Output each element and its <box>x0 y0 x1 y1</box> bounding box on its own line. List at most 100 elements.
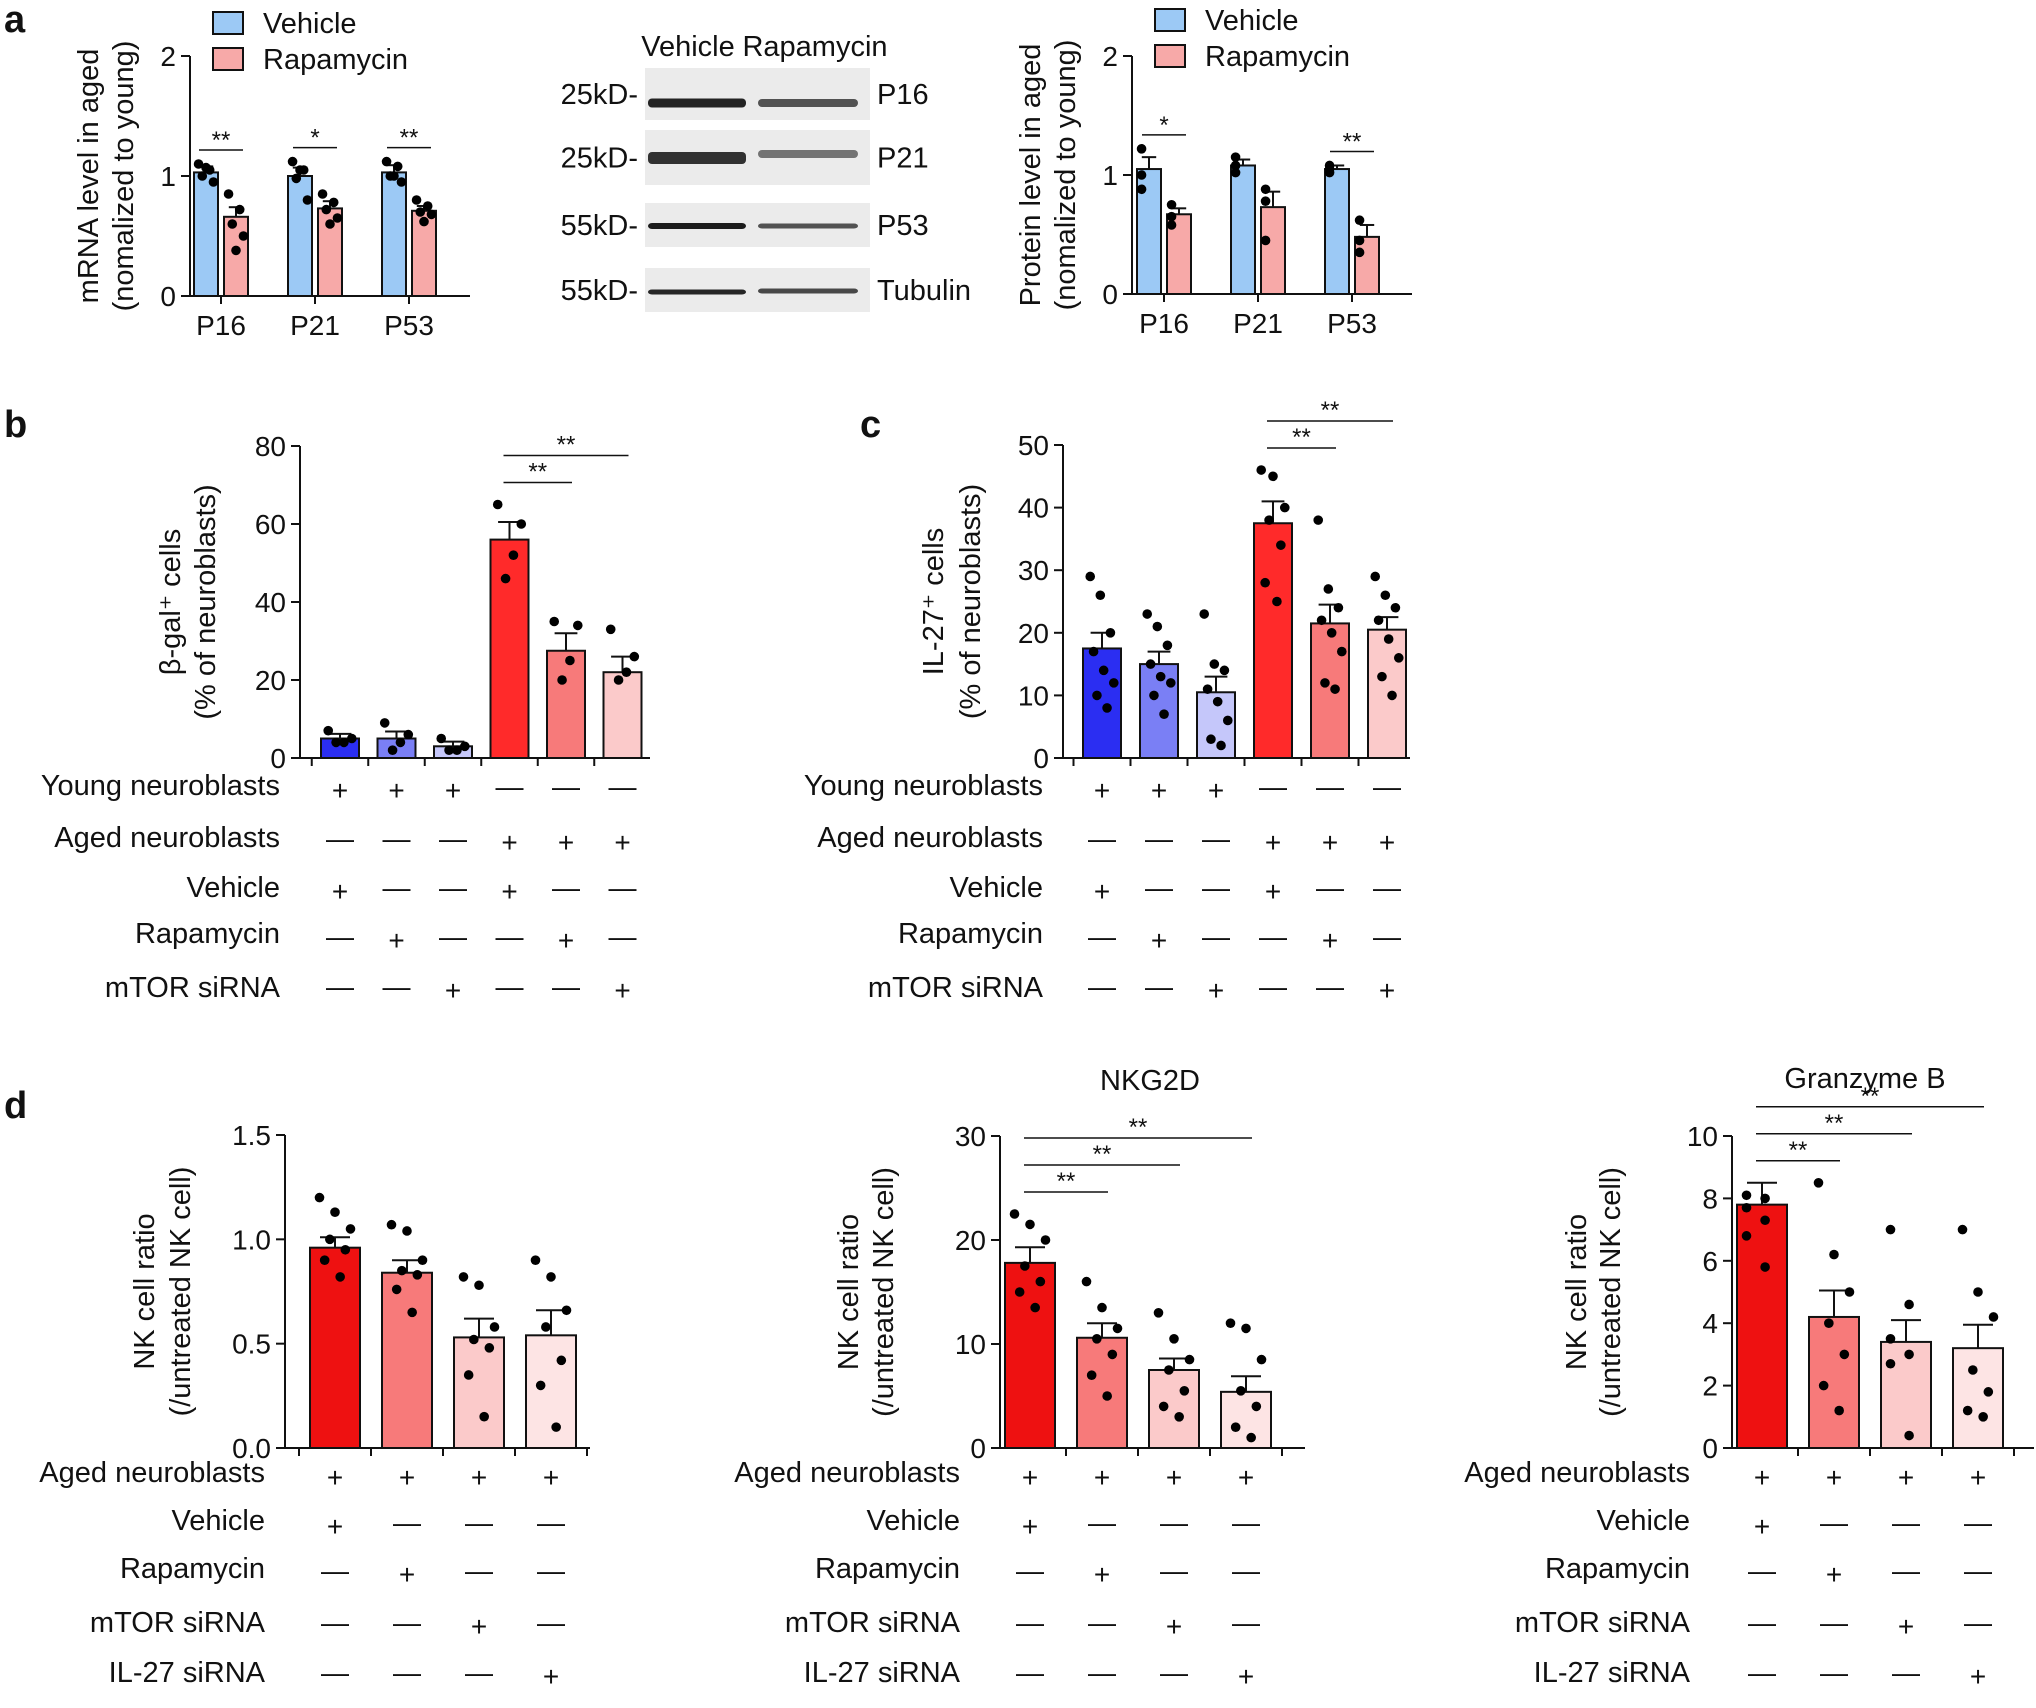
y-tick-label: 10 <box>1687 1121 1718 1152</box>
condition-mark: — <box>1232 1607 1260 1638</box>
bar-6 <box>602 671 643 760</box>
condition-mark: — <box>465 1507 493 1538</box>
y-tick-label: 6 <box>1702 1246 1718 1277</box>
condition-mark: — <box>383 872 411 903</box>
condition-label: mTOR siRNA <box>868 972 1044 1004</box>
y-tick-label: 1.5 <box>232 1120 271 1151</box>
data-point <box>340 1244 351 1255</box>
data-point <box>1219 665 1230 676</box>
data-point <box>1760 1215 1770 1226</box>
panel-letter-a: a <box>4 0 26 41</box>
data-point <box>402 1226 412 1236</box>
condition-label: Vehicle <box>1596 1505 1690 1537</box>
condition-mark: + <box>614 975 630 1006</box>
data-point <box>1225 1318 1236 1328</box>
significance-label: ** <box>1057 1168 1076 1195</box>
significance-label: * <box>310 125 319 152</box>
data-point <box>339 737 349 748</box>
data-point <box>415 207 426 217</box>
data-point <box>395 737 406 748</box>
data-point <box>1260 184 1271 195</box>
significance-label: ** <box>212 127 231 154</box>
y-tick-label: 0 <box>1702 1433 1718 1464</box>
data-point <box>500 573 511 584</box>
significance-label: ** <box>1292 424 1311 451</box>
panel-letter-d: d <box>4 1085 27 1127</box>
data-point <box>1035 1276 1046 1287</box>
data-point <box>1256 465 1267 475</box>
protein-chart: 0 1 2 Protein level in aged (nomalized to yo… <box>1015 5 1412 339</box>
y-axis-label: NK cell ratio <box>1561 1214 1593 1370</box>
data-point <box>1202 684 1213 694</box>
condition-mark: — <box>1748 1607 1776 1638</box>
y-tick-label: 4 <box>1702 1308 1718 1339</box>
condition-mark: + <box>1970 1661 1986 1692</box>
condition-mark: + <box>332 876 348 907</box>
blot-size-marker: 25kD- <box>561 79 638 111</box>
condition-mark: + <box>327 1462 343 1493</box>
y-tick-label: 10 <box>955 1329 986 1360</box>
chart-title: Granzyme B <box>1784 1063 1945 1095</box>
condition-mark: — <box>1088 1507 1116 1538</box>
data-point <box>1260 577 1270 588</box>
data-point <box>1741 1231 1752 1241</box>
data-point <box>1174 1412 1184 1422</box>
legend-label-vehicle: Vehicle <box>1205 5 1299 37</box>
condition-mark: + <box>558 925 574 956</box>
data-point <box>1260 196 1271 206</box>
data-point <box>565 655 575 666</box>
condition-mark: + <box>1022 1511 1038 1542</box>
condition-mark: — <box>321 1657 349 1688</box>
data-point <box>1086 1370 1097 1380</box>
data-point <box>1040 1235 1051 1245</box>
condition-mark: — <box>326 823 354 854</box>
data-point <box>319 1255 330 1265</box>
y-tick-label: 0.0 <box>232 1433 271 1464</box>
bar-6 <box>1367 628 1407 759</box>
condition-mark: — <box>1016 1607 1044 1638</box>
significance-label: ** <box>1129 1114 1148 1141</box>
y-tick-label: 2 <box>1102 41 1118 72</box>
data-point <box>287 156 298 167</box>
data-point <box>1313 515 1324 525</box>
data-point <box>1818 1380 1829 1391</box>
significance-label: ** <box>400 125 419 152</box>
data-point <box>489 1322 500 1332</box>
condition-label: Aged neuroblasts <box>1464 1457 1690 1489</box>
y-axis-label: mRNA level in aged <box>73 49 105 304</box>
y-tick-label: 40 <box>1018 493 1049 524</box>
data-point <box>1230 152 1241 162</box>
condition-mark: — <box>1145 872 1173 903</box>
condition-mark: — <box>1202 872 1230 903</box>
y-tick-label: 2 <box>1702 1371 1718 1402</box>
data-point <box>419 216 429 227</box>
condition-mark: + <box>1826 1559 1842 1590</box>
data-point <box>1904 1430 1914 1441</box>
il27-chart: 0 10 20 30 40 50 IL-27⁺ cells (% of neuroblasts… <box>804 397 1410 1006</box>
condition-mark: — <box>537 1555 565 1586</box>
data-point <box>1155 671 1166 682</box>
data-point <box>1279 502 1290 513</box>
data-point <box>557 675 567 685</box>
y-tick-label: 0.5 <box>232 1329 271 1360</box>
condition-label: Rapamycin <box>120 1553 265 1585</box>
data-point <box>1166 220 1177 230</box>
data-point <box>325 1234 335 1245</box>
data-point <box>551 1422 561 1432</box>
condition-mark: — <box>496 971 524 1002</box>
data-point <box>1268 471 1278 482</box>
data-point <box>238 231 249 241</box>
data-point <box>1383 634 1394 644</box>
legend-swatch-vehicle <box>212 11 244 35</box>
blot-membrane <box>645 68 870 120</box>
condition-label: Young neuroblasts <box>804 770 1043 802</box>
data-point <box>1264 515 1274 525</box>
condition-mark: + <box>1826 1462 1842 1493</box>
data-point <box>1387 690 1397 701</box>
data-point <box>1108 678 1119 688</box>
data-point <box>1159 709 1169 719</box>
data-point <box>397 1265 407 1276</box>
data-point <box>208 177 219 187</box>
data-point <box>379 718 390 728</box>
condition-mark: — <box>321 1607 349 1638</box>
